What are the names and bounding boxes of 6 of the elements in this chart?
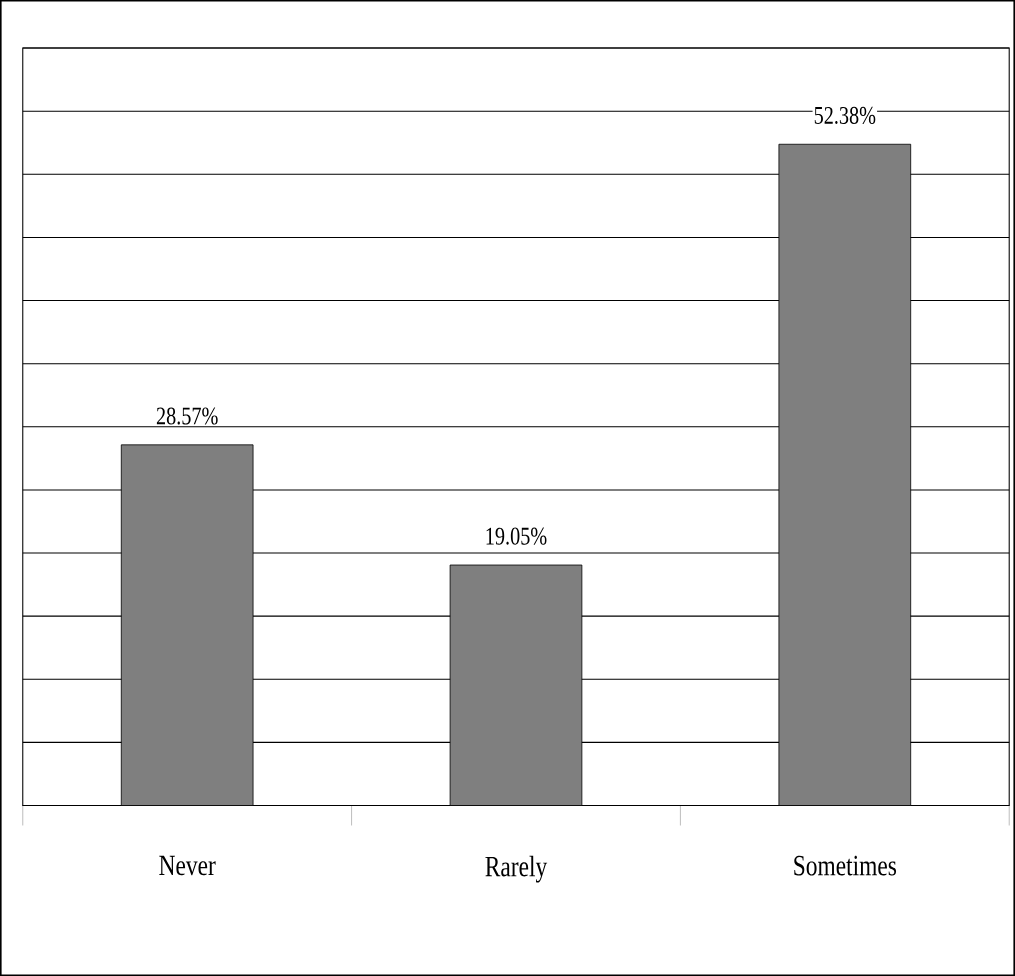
x-tick-label: Rarely bbox=[485, 855, 548, 883]
data-label: 52.38% bbox=[814, 106, 876, 124]
data-label: 28.57% bbox=[156, 407, 218, 425]
x-tick-label: Sometimes bbox=[794, 855, 897, 876]
data-label: 19.05% bbox=[486, 527, 547, 545]
x-tick-label: Never bbox=[159, 855, 216, 876]
